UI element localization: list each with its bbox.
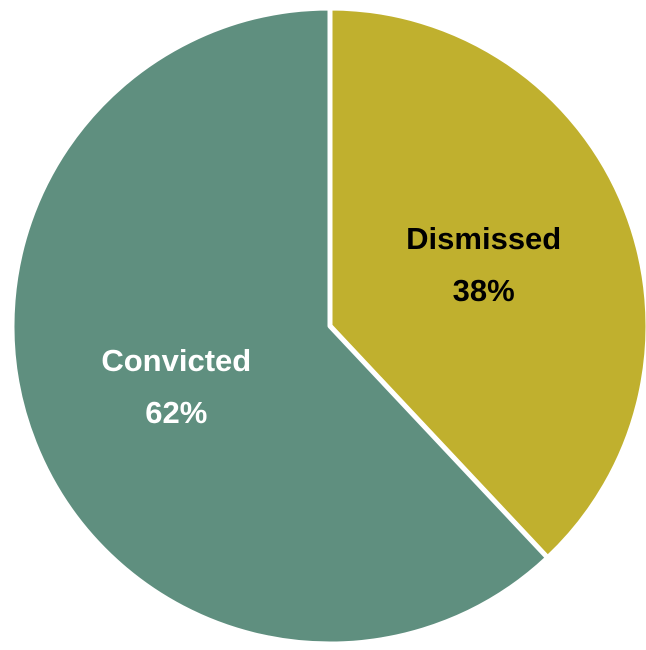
pie-slice-convicted (9, 5, 551, 647)
pie-slice-dismissed (327, 5, 646, 561)
slices-layer (9, 5, 646, 647)
slice-percent-dismissed: 38% (453, 273, 515, 308)
labels-layer: Dismissed 38% Convicted 62% (101, 221, 561, 430)
slice-label-dismissed: Dismissed (406, 221, 561, 256)
slice-label-convicted: Convicted (101, 343, 251, 378)
slice-percent-convicted: 62% (145, 395, 207, 430)
